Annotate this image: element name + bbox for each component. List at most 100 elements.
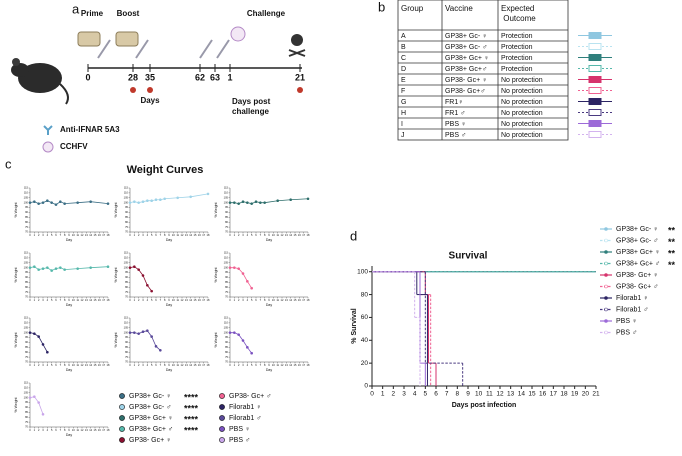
y-tick-label: 60 <box>361 314 369 321</box>
x-tick-label: 16 <box>98 428 101 432</box>
legend-label: GP38+ Gc+ ♀ <box>616 249 660 256</box>
x-tick-label: 16 <box>198 298 201 302</box>
y-tick-label: 115 <box>224 251 229 255</box>
y-tick-label: 115 <box>224 316 229 320</box>
weight-point <box>237 202 240 205</box>
weight-point <box>50 201 53 204</box>
x-tick-label: 8 <box>64 233 66 237</box>
y-tick-label: 100 <box>124 265 129 269</box>
table-cell: C <box>401 55 406 62</box>
x-tick-label: 2 <box>238 363 240 367</box>
x-tick-label: 11 <box>76 428 79 432</box>
weight-point <box>141 200 145 203</box>
y-tick-label: 0 <box>364 383 368 390</box>
group-icon <box>588 87 602 94</box>
x-tick-label: 3 <box>402 391 406 398</box>
x-tick-label: 13 <box>185 363 188 367</box>
x-tick-label: 7 <box>160 298 162 302</box>
table-cell: No protection <box>501 121 543 128</box>
y-tick-label: 115 <box>124 316 129 320</box>
legend-label: CCHFV <box>60 142 88 151</box>
y-tick-label: 75 <box>225 355 228 359</box>
x-tick-label: 14 <box>289 233 292 237</box>
x-tick-label: 13 <box>85 298 88 302</box>
x-tick-label: 18 <box>107 298 110 302</box>
axis-label: % Weight <box>14 268 18 283</box>
legend-marker <box>119 426 125 432</box>
legend-stars: ** <box>668 237 676 247</box>
table-cell: GP38+ Gc+♂ <box>445 66 487 73</box>
x-tick-label: 15 <box>194 363 197 367</box>
x-tick-label: 5 <box>251 363 253 367</box>
x-tick-label: 12 <box>496 391 504 398</box>
y-tick-label: 75 <box>125 225 128 229</box>
x-tick-label: 16 <box>98 233 101 237</box>
x-tick-label: 11 <box>176 363 179 367</box>
panel-label: b <box>378 0 385 14</box>
timeline-label: 21 <box>295 72 305 82</box>
legend-label: PBS ♀ <box>616 318 637 325</box>
legend-label: PBS ♂ <box>616 329 637 336</box>
y-tick-label: 80 <box>225 350 228 354</box>
x-tick-label: 3 <box>42 363 44 367</box>
x-tick-label: 10 <box>272 363 275 367</box>
table-cell: No protection <box>501 132 543 139</box>
weight-point <box>276 199 279 203</box>
x-tick-label: 12 <box>181 298 184 302</box>
axis-label: Day <box>266 303 272 307</box>
x-tick-label: 13 <box>185 233 188 237</box>
x-tick-label: 6 <box>55 363 57 367</box>
table-cell: Protection <box>501 66 533 73</box>
y-tick-label: 95 <box>25 270 28 274</box>
y-tick-label: 90 <box>125 275 128 279</box>
weight-point <box>63 202 66 205</box>
weight-point <box>37 268 40 271</box>
x-tick-label: 9 <box>168 298 170 302</box>
weight-point <box>228 201 232 204</box>
x-tick-label: 18 <box>107 233 110 237</box>
x-tick-label: 12 <box>81 233 84 237</box>
weight-point <box>33 265 36 268</box>
x-tick-label: 0 <box>29 428 31 432</box>
y-tick-label: 85 <box>25 345 28 349</box>
y-tick-label: 70 <box>225 230 228 234</box>
x-tick-label: 9 <box>68 298 70 302</box>
weight-point <box>250 351 253 355</box>
y-tick-label: 110 <box>24 256 29 260</box>
x-tick-label: 6 <box>55 298 57 302</box>
y-tick-label: 90 <box>25 275 28 279</box>
x-tick-label: 14 <box>189 298 192 302</box>
axis-label: % Weight <box>14 203 18 218</box>
y-tick-label: 70 <box>25 230 28 234</box>
x-tick-label: 6 <box>255 363 257 367</box>
y-tick-label: 70 <box>125 360 128 364</box>
table-cell: I <box>401 121 403 128</box>
mouse-icon <box>11 58 69 105</box>
x-tick-label: 8 <box>64 298 66 302</box>
x-tick-label: 1 <box>34 233 36 237</box>
x-tick-label: 2 <box>38 363 40 367</box>
legend-label: PBS ♀ <box>229 426 250 433</box>
weight-point <box>33 332 36 335</box>
weight-point <box>46 266 49 269</box>
y-tick-label: 105 <box>224 195 229 199</box>
x-tick-label: 7 <box>260 363 262 367</box>
weight-point <box>233 266 236 269</box>
weight-point <box>137 332 140 335</box>
table-header: Vaccine <box>445 4 473 13</box>
axis-label: % Weight <box>114 333 118 348</box>
legend-marker <box>604 307 608 312</box>
x-tick-label: 4 <box>413 391 417 398</box>
x-tick-label: 16 <box>298 363 301 367</box>
y-tick-label: 85 <box>125 215 128 219</box>
axis-label: Day <box>66 368 72 372</box>
x-tick-label: 15 <box>194 298 197 302</box>
legend-marker <box>604 250 608 254</box>
x-tick-label: 2 <box>238 233 240 237</box>
group-icon <box>588 131 602 138</box>
x-tick-label: 12 <box>181 233 184 237</box>
x-tick-label: 4 <box>147 233 149 237</box>
y-tick-label: 80 <box>25 415 28 419</box>
table-cell: No protection <box>501 99 543 106</box>
legend-marker <box>604 284 608 289</box>
